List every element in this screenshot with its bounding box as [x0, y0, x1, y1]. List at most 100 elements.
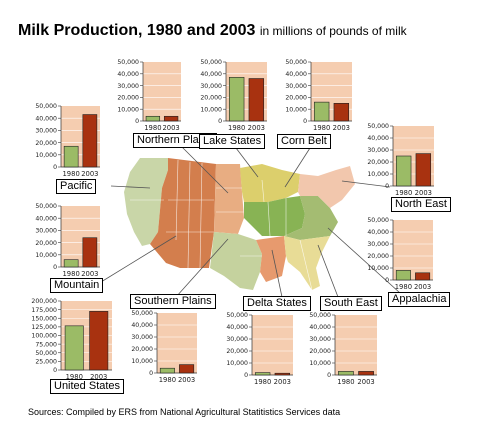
bar-2003: [274, 372, 291, 376]
y-tick-label: 40,000: [117, 71, 139, 78]
y-tick-label: 40,000: [367, 135, 389, 142]
y-tick-label: 10,000: [35, 152, 57, 159]
x-tick-label: 1980: [144, 124, 161, 132]
y-tick-label: 50,000: [117, 59, 139, 66]
y-tick-label: 10,000: [35, 252, 57, 259]
bar-1980: [145, 115, 161, 122]
label-north-east: North East: [391, 197, 451, 212]
x-tick-label: 2003: [357, 378, 374, 386]
y-tick-label: 10,000: [367, 171, 389, 178]
leader-line: [100, 235, 177, 283]
y-tick-label: 50,000: [226, 312, 248, 319]
x-tick-label: 2003: [178, 376, 195, 384]
plot-background: [335, 315, 377, 375]
region-north-east: [298, 166, 355, 208]
region-pacific: [124, 158, 168, 246]
chart-north-east: 0 10,000 20,000 30,000 40,000 50,000 1980 2003: [367, 123, 434, 197]
chart-south-east: 0 10,000 20,000 30,000 40,000 50,000 1980 2003: [309, 312, 377, 386]
y-tick-label: 30,000: [35, 228, 57, 235]
y-tick-label: 10,000: [117, 106, 139, 113]
y-tick-label: 0: [385, 183, 389, 190]
chart-corn-belt: 0 10,000 20,000 30,000 40,000 50,000 1980 2003: [285, 59, 352, 132]
y-tick-label: 175,000: [31, 307, 57, 314]
region-corn-belt: [244, 196, 305, 236]
x-tick-label: 2003: [414, 283, 431, 291]
y-tick-label: 20,000: [35, 240, 57, 247]
y-tick-label: 0: [385, 277, 389, 284]
region-mountain: [150, 158, 216, 268]
label-southern-plains: Southern Plains: [130, 294, 216, 309]
y-tick-label: 50,000: [367, 123, 389, 130]
plot-background: [143, 62, 181, 121]
y-tick-label: 0: [149, 370, 153, 377]
bar-2003: [415, 272, 431, 281]
y-tick-label: 50,000: [285, 59, 307, 66]
bar-2003: [163, 115, 179, 122]
x-tick-label: 1980: [395, 283, 412, 291]
y-tick-label: 0: [135, 118, 139, 125]
leader-line: [317, 244, 339, 298]
bar-1980: [313, 101, 330, 122]
chart-title: Milk Production, 1980 and 2003: [18, 22, 256, 39]
chart-mountain: 0 10,000 20,000 30,000 40,000 50,000 1980 2003: [35, 203, 100, 278]
chart-appalachia: 0 10,000 20,000 30,000 40,000 50,000 1980 2003: [367, 217, 433, 291]
x-tick-label: 1980: [337, 378, 354, 386]
y-tick-label: 20,000: [367, 159, 389, 166]
x-tick-label: 1980: [254, 378, 271, 386]
y-tick-label: 40,000: [35, 215, 57, 222]
x-tick-label: 1980: [62, 270, 79, 278]
y-tick-label: 30,000: [117, 83, 139, 90]
x-tick-label: 2003: [333, 124, 350, 132]
bar-1980: [254, 372, 271, 376]
y-tick-label: 40,000: [35, 115, 57, 122]
y-tick-label: 0: [244, 372, 248, 379]
y-tick-label: 20,000: [35, 140, 57, 147]
bar-2003: [82, 114, 98, 168]
leader-line: [341, 180, 391, 188]
chart-northern-plains: 0 10,000 20,000 30,000 40,000 50,000 1980 2003: [117, 59, 181, 132]
y-tick-label: 0: [303, 118, 307, 125]
label-lake-states: Lake States: [199, 134, 266, 149]
x-tick-label: 2003: [81, 170, 98, 178]
plot-background: [252, 315, 293, 375]
y-tick-label: 40,000: [131, 322, 153, 329]
label-south-east: South East: [320, 296, 382, 311]
bar-2003: [358, 371, 374, 376]
y-tick-label: 30,000: [367, 147, 389, 154]
y-tick-label: 10,000: [309, 360, 331, 367]
y-tick-label: 30,000: [285, 83, 307, 90]
bar-2003: [82, 237, 98, 268]
region-southern-plains: [210, 232, 262, 290]
y-tick-label: 150,000: [31, 315, 57, 322]
y-tick-label: 20,000: [200, 95, 222, 102]
bar-2003: [333, 103, 350, 122]
bar-2003: [179, 364, 195, 374]
chart-southern-plains: 0 10,000 20,000 30,000 40,000 50,000 1980 2003: [131, 310, 197, 384]
y-tick-label: 20,000: [285, 95, 307, 102]
y-tick-label: 0: [327, 372, 331, 379]
y-tick-label: 30,000: [131, 334, 153, 341]
label-appalachia: Appalachia: [388, 292, 451, 307]
leader-line: [271, 249, 283, 298]
bar-1980: [395, 270, 411, 281]
y-tick-label: 50,000: [131, 310, 153, 317]
label-corn-belt: Corn Belt: [277, 134, 331, 149]
y-tick-label: 30,000: [226, 336, 248, 343]
x-tick-label: 1980: [66, 373, 83, 381]
y-tick-label: 30,000: [200, 83, 222, 90]
y-tick-label: 50,000: [35, 203, 57, 210]
y-tick-label: 50,000: [35, 103, 57, 110]
region-northern-plains: [214, 164, 244, 234]
y-tick-label: 10,000: [200, 106, 222, 113]
y-tick-label: 40,000: [309, 324, 331, 331]
bar-1980: [64, 325, 84, 371]
x-tick-label: 1980: [62, 170, 79, 178]
y-tick-label: 20,000: [309, 348, 331, 355]
state-borders: [130, 159, 313, 291]
plot-background: [393, 220, 433, 280]
plot-background: [157, 313, 197, 373]
y-tick-label: 20,000: [131, 346, 153, 353]
label-united-states: United States: [50, 379, 125, 394]
